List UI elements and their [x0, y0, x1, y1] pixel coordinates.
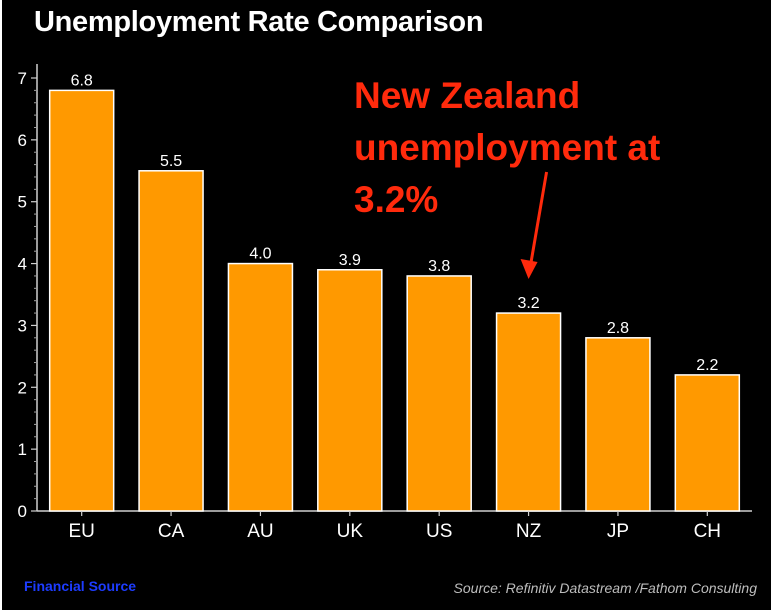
x-tick-label-nz: NZ — [516, 521, 542, 542]
data-label-uk: 3.9 — [339, 252, 361, 269]
x-tick-label-ca: CA — [158, 521, 185, 542]
data-label-nz: 3.2 — [517, 295, 539, 312]
x-tick-label-ch: CH — [694, 521, 721, 542]
x-tick-label-uk: UK — [337, 521, 364, 542]
data-label-ca: 5.5 — [160, 153, 182, 170]
y-tick-label: 4 — [18, 255, 27, 274]
y-tick-label: 6 — [18, 131, 27, 150]
bar-us — [406, 275, 472, 512]
data-label-ch: 2.2 — [696, 357, 718, 374]
y-tick-label: 0 — [18, 502, 27, 521]
x-tick-label-jp: JP — [607, 521, 629, 542]
data-label-us: 3.8 — [428, 258, 450, 275]
y-tick-label: 3 — [18, 316, 27, 335]
bar-eu — [48, 89, 115, 512]
data-label-eu: 6.8 — [71, 72, 93, 89]
annotation-text: New Zealand unemployment at 3.2% — [354, 70, 754, 226]
bar-ca — [138, 170, 204, 512]
chart-title: Unemployment Rate Comparison — [34, 6, 484, 38]
annotation-arrow-head — [520, 259, 538, 280]
bar-ch — [674, 374, 741, 512]
y-tick-label: 1 — [18, 440, 27, 459]
y-tick-label: 5 — [18, 193, 27, 212]
x-tick-label-au: AU — [247, 521, 273, 542]
y-tick-label: 7 — [18, 69, 27, 88]
data-label-au: 4.0 — [249, 246, 271, 263]
y-tick-label: 2 — [18, 378, 27, 397]
x-tick-label-us: US — [426, 521, 452, 542]
data-label-jp: 2.8 — [607, 320, 629, 337]
annotation-line-2: unemployment at — [354, 127, 661, 168]
annotation-arrow-shaft — [529, 171, 549, 266]
annotation-line-3: 3.2% — [354, 179, 439, 220]
bar-au — [227, 262, 294, 512]
x-tick-label-eu: EU — [68, 521, 94, 542]
bar-jp — [585, 337, 651, 512]
footer-brand: Financial Source — [24, 578, 137, 594]
annotation-line-1: New Zealand — [354, 75, 581, 116]
footer-source: Source: Refinitiv Datastream /Fathom Con… — [453, 580, 757, 596]
bar-uk — [317, 269, 383, 512]
bar-nz — [495, 312, 562, 512]
